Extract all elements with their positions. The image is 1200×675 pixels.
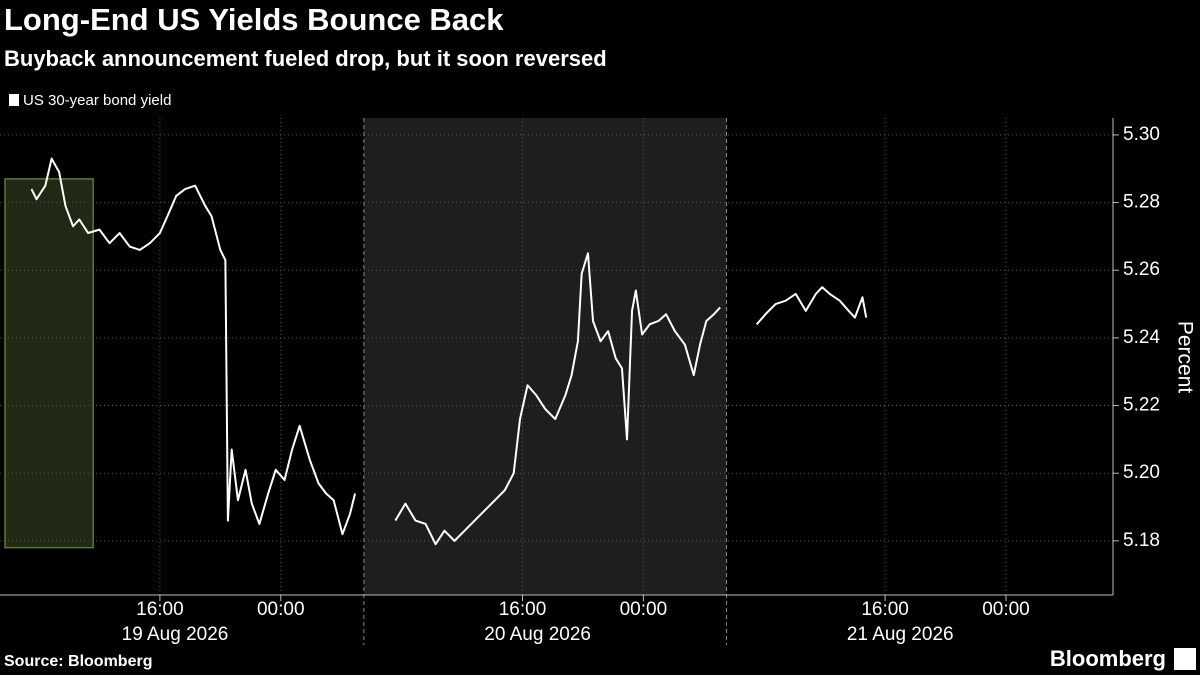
legend-label: US 30-year bond yield bbox=[23, 92, 171, 109]
x-date-label: 19 Aug 2026 bbox=[122, 624, 229, 645]
chart-subtitle: Buyback announcement fueled drop, but it… bbox=[4, 46, 607, 71]
x-tick-label: 16:00 bbox=[136, 599, 184, 620]
y-axis-title: Percent bbox=[1173, 321, 1196, 394]
source: Source: Bloomberg bbox=[4, 653, 152, 670]
x-tick-label: 00:00 bbox=[982, 599, 1030, 620]
y-tick-label: 5.24 bbox=[1123, 327, 1160, 348]
plot-area: 5.18 5.20 5.22 5.24 5.26 5.28 5.30 16:00 00:00 16… bbox=[0, 118, 1160, 645]
y-tick-label: 5.30 bbox=[1123, 124, 1160, 145]
highlight-box bbox=[4, 178, 94, 549]
brand-logo bbox=[1174, 648, 1196, 670]
y-tick-label: 5.20 bbox=[1123, 462, 1160, 483]
line-series bbox=[30, 157, 868, 546]
x-date-label: 20 Aug 2026 bbox=[484, 624, 591, 645]
y-tick-label: 5.26 bbox=[1123, 259, 1160, 280]
y-tick-label: 5.18 bbox=[1123, 530, 1160, 551]
brand: Bloomberg bbox=[1050, 646, 1166, 671]
x-tick-label: 00:00 bbox=[620, 599, 668, 620]
x-tick-label: 16:00 bbox=[861, 599, 909, 620]
x-tick-label: 16:00 bbox=[499, 599, 547, 620]
x-date-label: 21 Aug 2026 bbox=[847, 624, 954, 645]
y-tick-label: 5.28 bbox=[1123, 192, 1160, 213]
y-tick-label: 5.22 bbox=[1123, 395, 1160, 416]
shaded-session bbox=[363, 118, 727, 595]
legend-swatch bbox=[9, 94, 19, 106]
chart-title: Long-End US Yields Bounce Back bbox=[4, 2, 504, 37]
x-tick-label: 00:00 bbox=[257, 599, 305, 620]
